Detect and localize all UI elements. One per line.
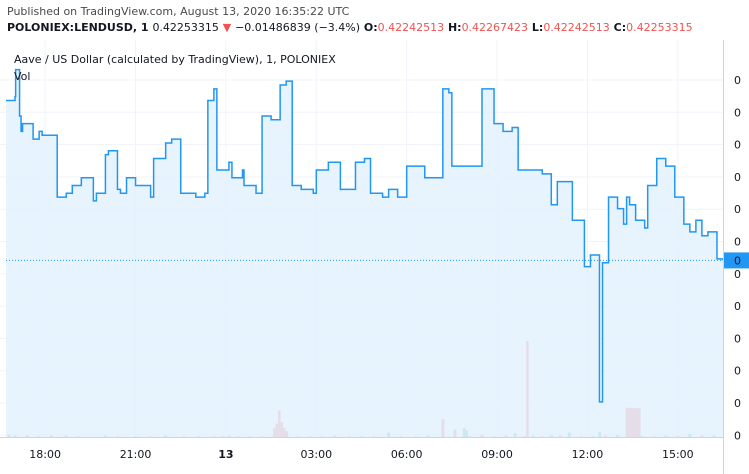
chart-subtitle: Vol [14, 70, 30, 83]
symbol-label: POLONIEX:LENDUSD, 1 [7, 21, 149, 34]
y-tick-label: 0 [734, 236, 741, 249]
time-axis: 18:00 21:00 13 03:00 06:00 09:00 12:00 15:00 [29, 448, 693, 461]
y-tick-label: 0 [734, 203, 741, 216]
low-label: L: [531, 21, 544, 34]
y-tick-label: 0 [734, 332, 741, 345]
chart-header: Published on TradingView.com, August 13,… [0, 0, 749, 40]
y-tick-label: 0 [734, 139, 741, 152]
last-price-badge [724, 252, 749, 269]
y-tick-label: 0 [734, 300, 741, 313]
change-arrow-icon: ▼ [222, 21, 232, 34]
open-value: 0.42242513 [377, 21, 445, 34]
x-tick-label: 18:00 [29, 448, 61, 461]
close-label: C: [613, 21, 627, 34]
y-tick-label: 0 [734, 397, 741, 410]
last-price: 0.42253315 [152, 21, 219, 34]
y-tick-label: 0 [734, 106, 741, 119]
y-tick-label: 0 [734, 268, 741, 281]
y-tick-label: 0 [734, 171, 741, 184]
ohlc-line: POLONIEX:LENDUSD, 1 0.42253315 ▼ −0.0148… [7, 21, 693, 34]
close-value: 0.42253315 [626, 21, 693, 34]
chart-title: Aave / US Dollar (calculated by TradingV… [14, 53, 336, 66]
high-label: H: [447, 21, 462, 34]
x-tick-label: 09:00 [481, 448, 513, 461]
low-value: 0.42242513 [543, 21, 610, 34]
published-line: Published on TradingView.com, August 13,… [7, 5, 350, 18]
x-tick-label: 21:00 [120, 448, 152, 461]
price-line [6, 68, 724, 403]
x-tick-label: 03:00 [300, 448, 332, 461]
x-tick-label: 15:00 [662, 448, 694, 461]
x-tick-label: 06:00 [391, 448, 423, 461]
y-tick-label: 0 [734, 74, 741, 87]
open-label: O: [363, 21, 378, 34]
high-value: 0.42267423 [461, 21, 529, 34]
price-change: −0.01486839 (−3.4%) [235, 21, 361, 34]
y-tick-label: 0 [734, 429, 741, 442]
price-area-fill [6, 69, 723, 437]
last-price-badge-label: 0 [734, 254, 741, 267]
y-tick-label: 0 [734, 365, 741, 378]
x-tick-label: 13 [218, 448, 233, 461]
x-tick-label: 12:00 [572, 448, 604, 461]
